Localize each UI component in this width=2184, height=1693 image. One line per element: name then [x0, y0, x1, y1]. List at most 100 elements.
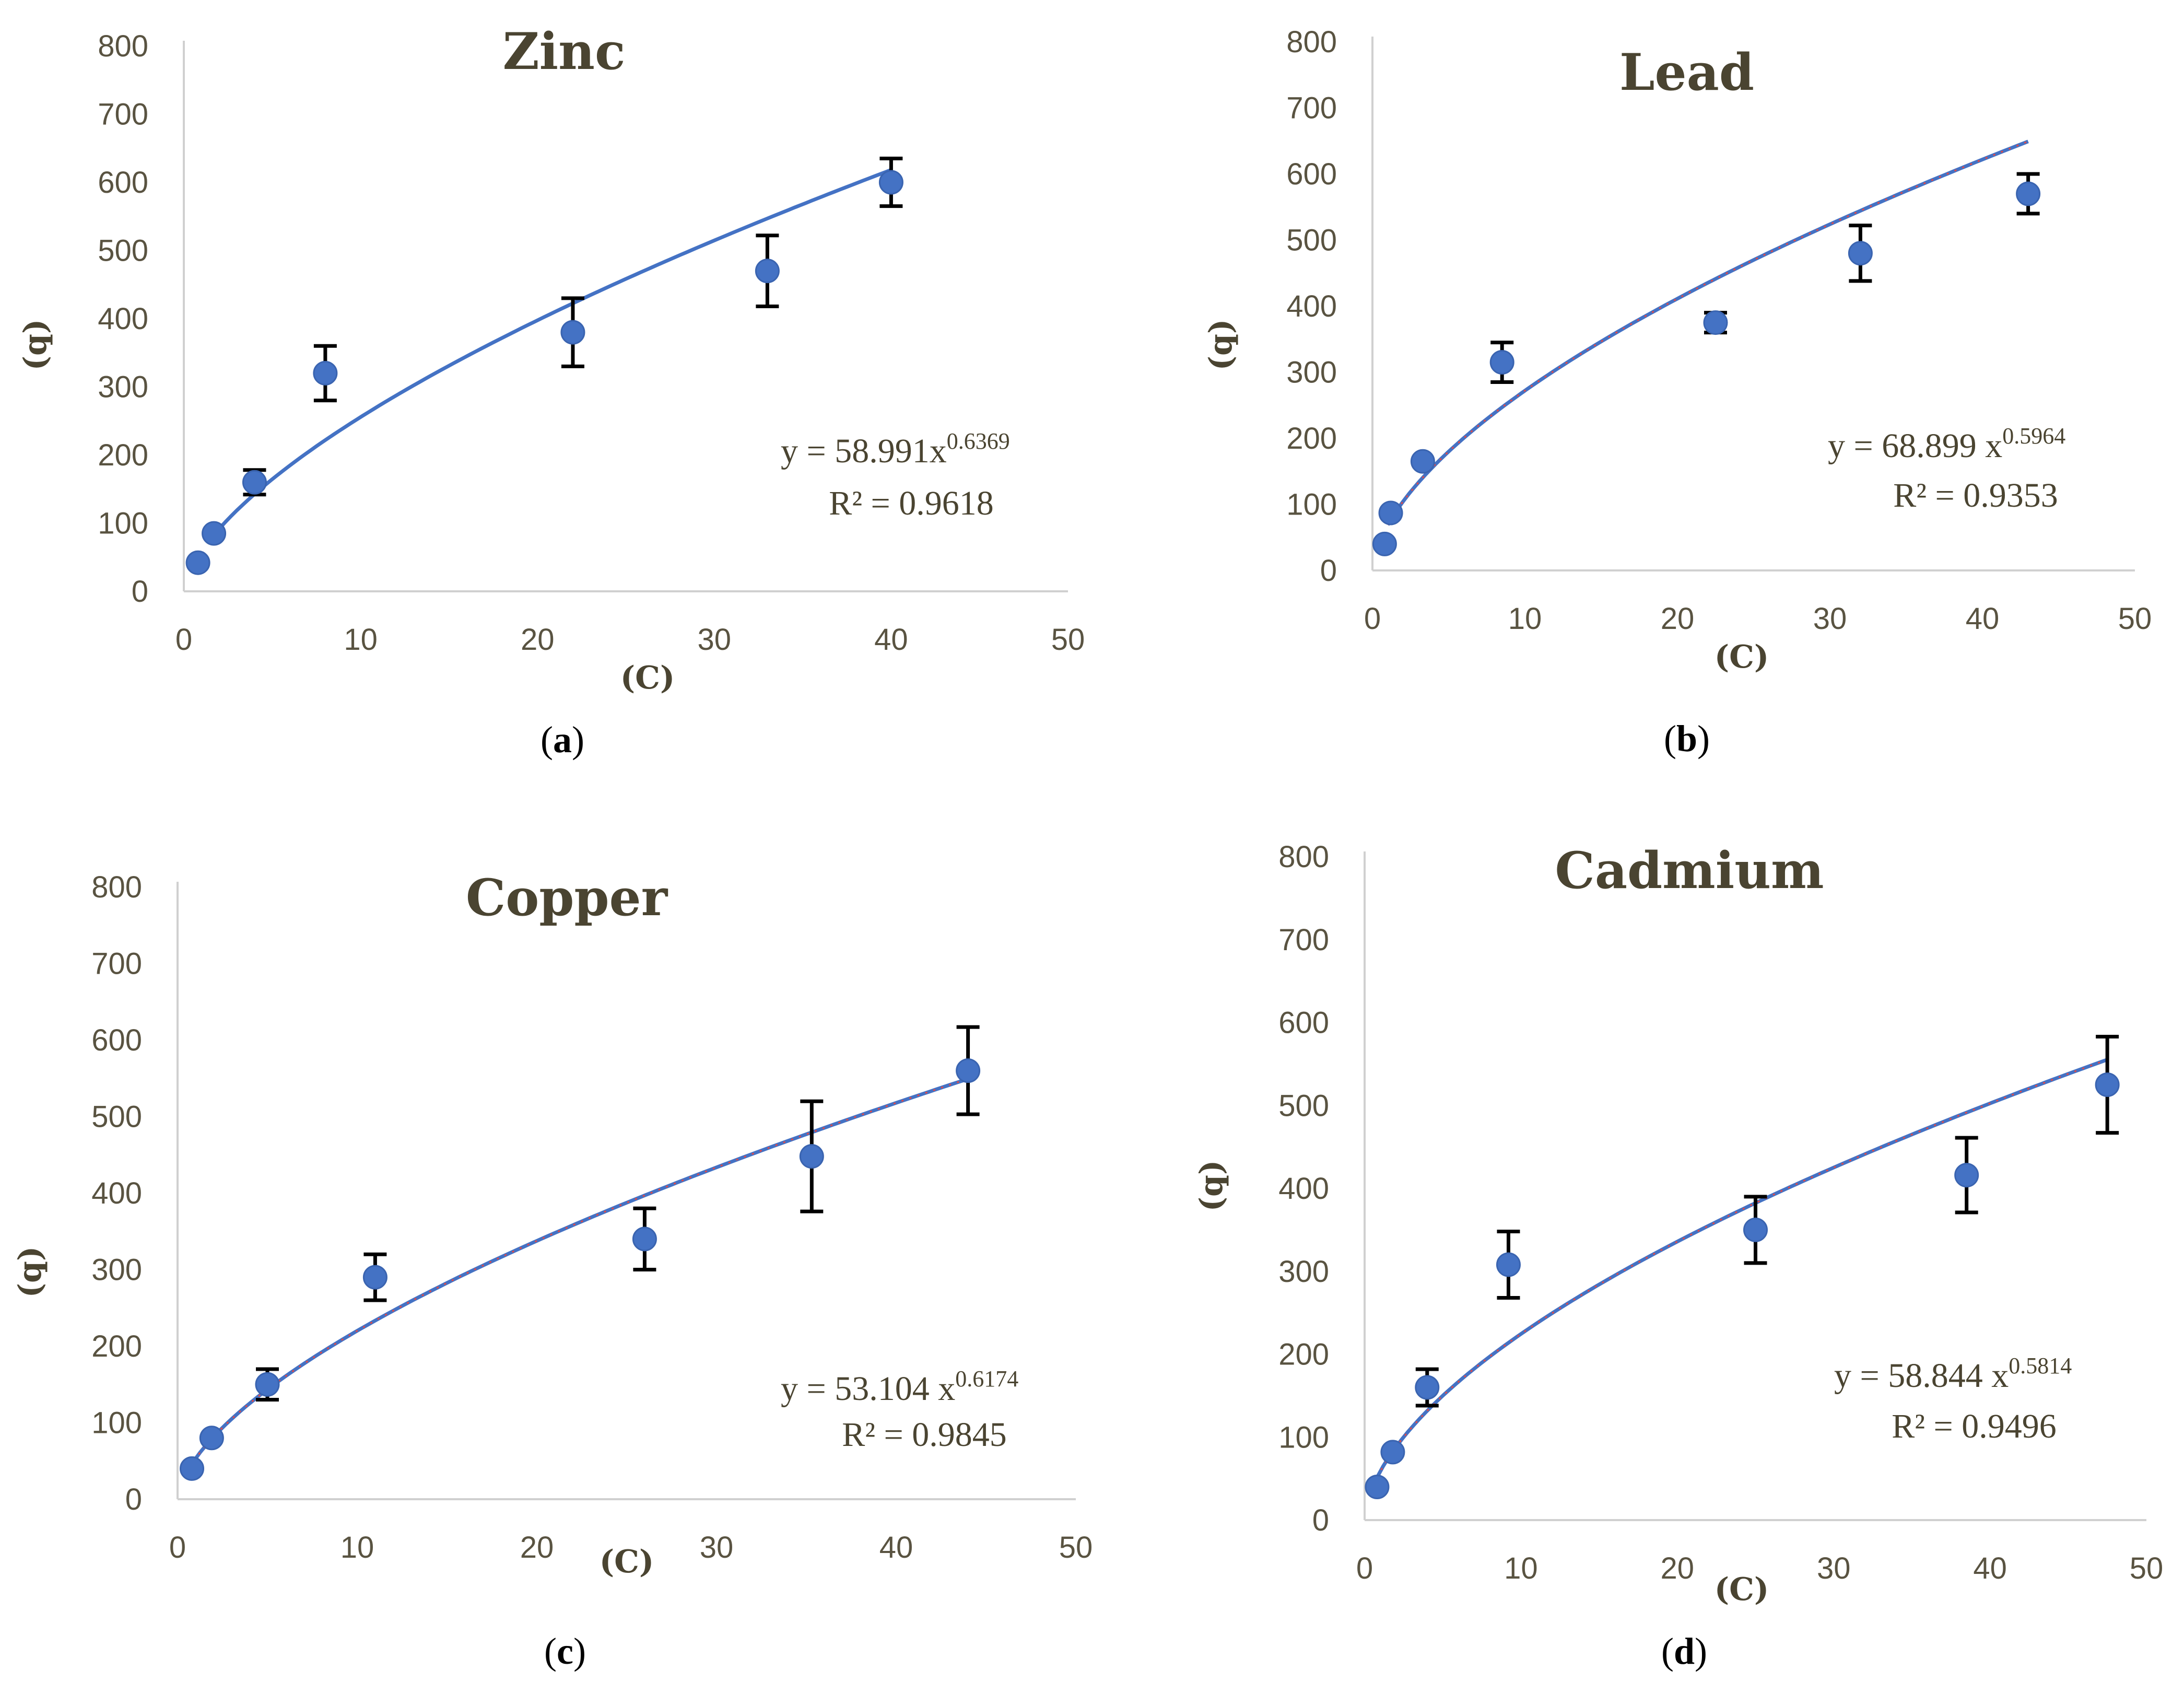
data-point	[1372, 531, 1397, 556]
y-tick-label: 300	[1278, 1255, 1329, 1289]
y-tick-label: 700	[1278, 923, 1329, 957]
x-tick-label: 40	[874, 623, 908, 657]
y-tick-label: 600	[98, 166, 148, 200]
power-fit-curve	[207, 168, 892, 543]
fit-equation: y = 68.899 x0.5964	[1828, 423, 2065, 465]
y-tick-label: 500	[91, 1100, 142, 1134]
chart-title: Copper	[466, 868, 668, 927]
y-tick-label: 300	[1286, 356, 1337, 390]
data-point	[878, 170, 903, 195]
y-tick-label: 800	[1278, 840, 1329, 874]
x-tick-label: 50	[2118, 602, 2152, 636]
y-tick-label: 400	[1286, 289, 1337, 323]
y-tick-label: 100	[1278, 1420, 1329, 1454]
y-tick-label: 400	[98, 302, 148, 336]
x-tick-label: 30	[1817, 1551, 1851, 1585]
r-squared: R² = 0.9353	[1893, 476, 2058, 515]
x-tick-label: 10	[340, 1531, 374, 1564]
data-point	[1743, 1217, 1768, 1242]
x-tick-label: 50	[2130, 1551, 2164, 1585]
panel-label: (b)	[1664, 718, 1710, 760]
x-tick-label: 50	[1059, 1531, 1093, 1564]
data-point	[755, 259, 780, 284]
data-point	[313, 360, 338, 386]
x-tick-label: 0	[1364, 602, 1381, 636]
y-tick-label: 700	[1286, 91, 1337, 125]
panel-label: (c)	[544, 1630, 586, 1672]
panel-letter: b	[1676, 718, 1697, 760]
y-tick-label: 800	[1286, 25, 1337, 59]
chart-title: Cadmium	[1555, 841, 1824, 900]
data-point	[202, 521, 227, 546]
x-tick-label: 0	[169, 1531, 186, 1564]
x-tick-label: 40	[1973, 1551, 2007, 1585]
y-tick-label: 0	[125, 1482, 142, 1516]
x-tick-label: 50	[1051, 623, 1085, 657]
fit-equation-base: y = 58.991x	[781, 432, 947, 470]
y-tick-label: 0	[1312, 1503, 1329, 1537]
x-tick-label: 20	[521, 623, 555, 657]
data-point	[1848, 241, 1873, 266]
y-tick-label: 100	[1286, 488, 1337, 522]
data-point	[242, 470, 267, 495]
fit-equation: y = 53.104 x0.6174	[781, 1366, 1018, 1408]
fit-equation-base: y = 58.844 x	[1834, 1357, 2009, 1395]
y-tick-label: 500	[1286, 224, 1337, 258]
fit-equation-exponent: 0.5964	[2002, 423, 2065, 449]
data-point	[185, 550, 210, 575]
y-axis-label: (q)	[1203, 319, 1239, 371]
data-point	[1415, 1375, 1440, 1400]
chart-a: 0 100 200 300 400 500 600 700 800 0 10 20 30 40 50 Zinc…	[17, 22, 1085, 761]
r-squared: R² = 0.9496	[1892, 1407, 2057, 1445]
x-tick-label: 20	[1661, 602, 1695, 636]
data-point	[255, 1372, 280, 1397]
data-point	[632, 1227, 657, 1252]
x-tick-label: 0	[175, 623, 192, 657]
fit-equation: y = 58.991x0.6369	[781, 428, 1010, 470]
y-tick-label: 800	[98, 29, 148, 63]
power-fit-curve	[1375, 1058, 2108, 1478]
y-tick-label: 0	[1320, 554, 1337, 588]
x-tick-label: 40	[879, 1531, 913, 1564]
x-axis-label: (C)	[620, 660, 675, 696]
y-tick-label: 300	[91, 1253, 142, 1287]
y-tick-label: 400	[91, 1176, 142, 1210]
x-tick-label: 20	[520, 1531, 554, 1564]
fit-equation: y = 58.844 x0.5814	[1834, 1353, 2072, 1395]
y-axis-label: (q)	[17, 319, 54, 371]
y-axis-label: (q)	[12, 1246, 49, 1298]
y-tick-label: 300	[98, 370, 148, 404]
fit-equation-base: y = 53.104 x	[781, 1370, 955, 1408]
fit-equation-exponent: 0.6369	[947, 428, 1010, 454]
x-tick-label: 40	[1966, 602, 2000, 636]
chart-title: Lead	[1619, 43, 1754, 102]
fit-equation-base: y = 68.899 x	[1828, 427, 2002, 465]
panel-label: (d)	[1661, 1630, 1707, 1672]
y-tick-label: 200	[1286, 422, 1337, 456]
data-point	[180, 1456, 205, 1481]
y-tick-label: 700	[91, 947, 142, 981]
y-tick-label: 600	[91, 1023, 142, 1057]
x-tick-label: 10	[1508, 602, 1542, 636]
x-tick-label: 0	[1356, 1551, 1373, 1585]
y-tick-label: 0	[132, 575, 148, 609]
y-tick-label: 500	[1278, 1089, 1329, 1123]
x-axis-label: (C)	[600, 1544, 654, 1580]
x-axis-label: (C)	[1715, 639, 1769, 675]
panel-letter: d	[1674, 1630, 1695, 1672]
chart-d: 0 100 200 300 400 500 600 700 800 0 10 20 30 40 50 Cadm…	[1193, 840, 2163, 1672]
y-tick-label: 700	[98, 98, 148, 132]
power-fit-dotted-overlay	[193, 1078, 969, 1462]
y-tick-label: 100	[98, 507, 148, 541]
data-point	[1378, 500, 1403, 526]
panel-letter: a	[553, 719, 572, 761]
fit-equation-exponent: 0.5814	[2009, 1353, 2072, 1379]
x-tick-label: 30	[698, 623, 732, 657]
r-squared: R² = 0.9845	[842, 1416, 1007, 1454]
y-tick-label: 800	[91, 870, 142, 904]
data-point	[1365, 1475, 1390, 1499]
y-tick-label: 500	[98, 234, 148, 268]
r-squared: R² = 0.9618	[829, 484, 994, 522]
data-point	[2095, 1072, 2120, 1097]
